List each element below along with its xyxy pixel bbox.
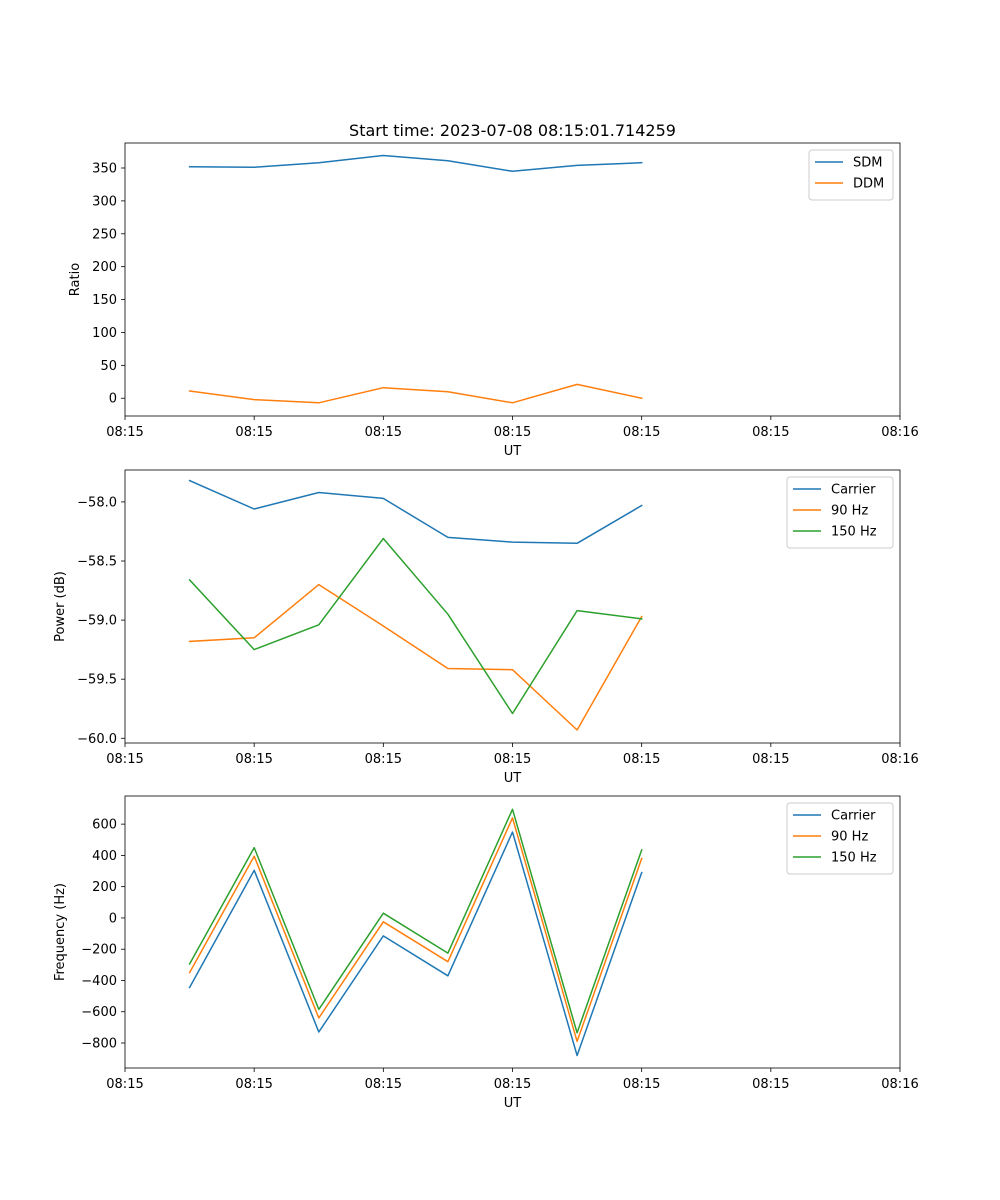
x-tick-label: 08:15 [235,425,272,440]
y-tick-label: −60.0 [77,732,117,747]
y-tick-label: −58.5 [77,555,117,570]
legend-label: 150 Hz [831,851,877,866]
series-line-150-hz [188,537,643,715]
x-tick-label: 08:15 [235,1077,272,1092]
y-tick-label: −400 [81,974,117,989]
y-tick-label: 300 [92,194,117,209]
x-tick-label: 08:15 [623,425,660,440]
x-tick-label: 08:15 [106,1077,143,1092]
legend-label: 150 Hz [831,525,877,540]
series-line-carrier [188,479,643,545]
legend-label: 90 Hz [831,504,868,519]
x-tick-label: 08:15 [235,752,272,767]
x-axis-label: UT [504,1096,522,1111]
y-axis-label: Frequency (Hz) [53,883,68,981]
x-tick-label: 08:15 [494,425,531,440]
x-tick-label: 08:16 [881,1077,918,1092]
x-tick-label: 08:15 [623,752,660,767]
chart-title: Start time: 2023-07-08 08:15:01.714259 [349,121,676,140]
legend-label: 90 Hz [831,830,868,845]
x-tick-label: 08:15 [494,1077,531,1092]
series-line-150-hz [188,808,643,1034]
legend-label: Carrier [831,809,876,824]
y-tick-label: 100 [92,326,117,341]
y-tick-label: −59.0 [77,614,117,629]
y-tick-label: 400 [92,849,117,864]
legend-label: DDM [853,177,884,192]
x-axis-label: UT [504,771,522,786]
y-tick-label: 600 [92,818,117,833]
y-tick-label: 50 [100,359,117,374]
series-line-90-hz [188,583,643,731]
chart-panel-1: 08:15 08:15 08:15 08:15 08:15 08:15 08:16 0 50 10… [68,121,919,459]
y-tick-label: 200 [92,260,117,275]
y-axis-label: Ratio [68,263,83,296]
y-tick-label: −58.0 [77,495,117,510]
legend-label: SDM [853,156,882,171]
series-line-90-hz [188,817,643,1043]
chart-panel-2: 08:15 08:15 08:15 08:15 08:15 08:15 08:16 −60.0… [53,469,919,786]
x-tick-label: 08:15 [752,752,789,767]
x-tick-label: 08:15 [365,425,402,440]
y-tick-label: 350 [92,161,117,176]
x-tick-label: 08:15 [752,1077,789,1092]
y-tick-label: 0 [109,392,117,407]
x-tick-label: 08:15 [106,752,143,767]
y-tick-label: 200 [92,880,117,895]
y-tick-label: −600 [81,1005,117,1020]
x-tick-label: 08:15 [494,752,531,767]
y-tick-label: −59.5 [77,673,117,688]
x-axis-label: UT [504,444,522,459]
x-tick-label: 08:15 [752,425,789,440]
legend-label: Carrier [831,483,876,498]
y-axis-label: Power (dB) [53,571,68,642]
y-tick-label: 0 [109,911,117,926]
x-tick-label: 08:15 [623,1077,660,1092]
y-tick-label: 250 [92,227,117,242]
chart-panel-3: 08:15 08:15 08:15 08:15 08:15 08:15 08:16 −800 −… [53,795,919,1111]
legend: Carrier 90 Hz 150 Hz [786,802,894,875]
series-line-ddm [188,383,643,404]
x-tick-label: 08:16 [881,425,918,440]
series-line-carrier [188,831,643,1057]
x-tick-label: 08:16 [881,752,918,767]
legend: Carrier 90 Hz 150 Hz [786,476,894,549]
y-tick-label: −200 [81,943,117,958]
legend: SDM DDM [808,149,894,201]
y-tick-label: −800 [81,1036,117,1051]
x-tick-label: 08:15 [365,752,402,767]
x-tick-label: 08:15 [365,1077,402,1092]
series-line-sdm [188,154,643,173]
y-tick-label: 150 [92,293,117,308]
x-tick-label: 08:15 [106,425,143,440]
